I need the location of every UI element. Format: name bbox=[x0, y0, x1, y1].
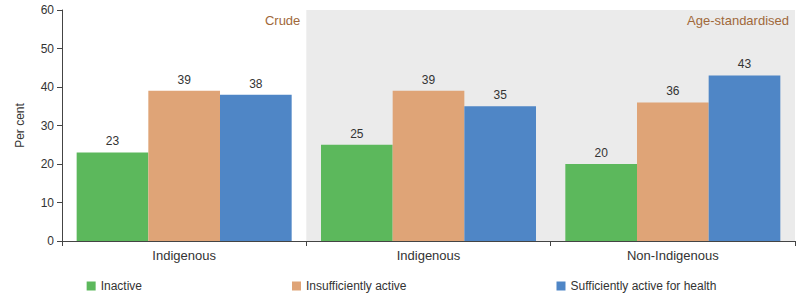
svg-text:Indigenous: Indigenous bbox=[397, 248, 461, 263]
svg-text:40: 40 bbox=[41, 80, 55, 94]
svg-text:60: 60 bbox=[41, 3, 55, 17]
svg-text:35: 35 bbox=[493, 88, 507, 102]
svg-text:Indigenous: Indigenous bbox=[152, 248, 216, 263]
svg-text:23: 23 bbox=[106, 134, 120, 148]
svg-text:Insufficiently active: Insufficiently active bbox=[306, 279, 407, 293]
svg-text:36: 36 bbox=[666, 84, 680, 98]
svg-text:0: 0 bbox=[47, 234, 54, 248]
svg-text:20: 20 bbox=[41, 157, 55, 171]
svg-text:Crude: Crude bbox=[265, 13, 300, 28]
svg-text:39: 39 bbox=[422, 73, 436, 87]
svg-text:43: 43 bbox=[738, 57, 752, 71]
svg-text:Age-standardised: Age-standardised bbox=[687, 13, 789, 28]
svg-text:Sufficiently active for health: Sufficiently active for health bbox=[570, 279, 716, 293]
svg-text:50: 50 bbox=[41, 42, 55, 56]
svg-text:30: 30 bbox=[41, 119, 55, 133]
svg-text:Per cent: Per cent bbox=[13, 102, 27, 147]
svg-text:38: 38 bbox=[249, 77, 263, 91]
svg-text:10: 10 bbox=[41, 196, 55, 210]
svg-text:39: 39 bbox=[177, 73, 191, 87]
svg-text:Inactive: Inactive bbox=[101, 279, 143, 293]
svg-text:25: 25 bbox=[350, 127, 364, 141]
svg-text:Non-Indigenous: Non-Indigenous bbox=[627, 248, 719, 263]
svg-text:20: 20 bbox=[594, 146, 608, 160]
